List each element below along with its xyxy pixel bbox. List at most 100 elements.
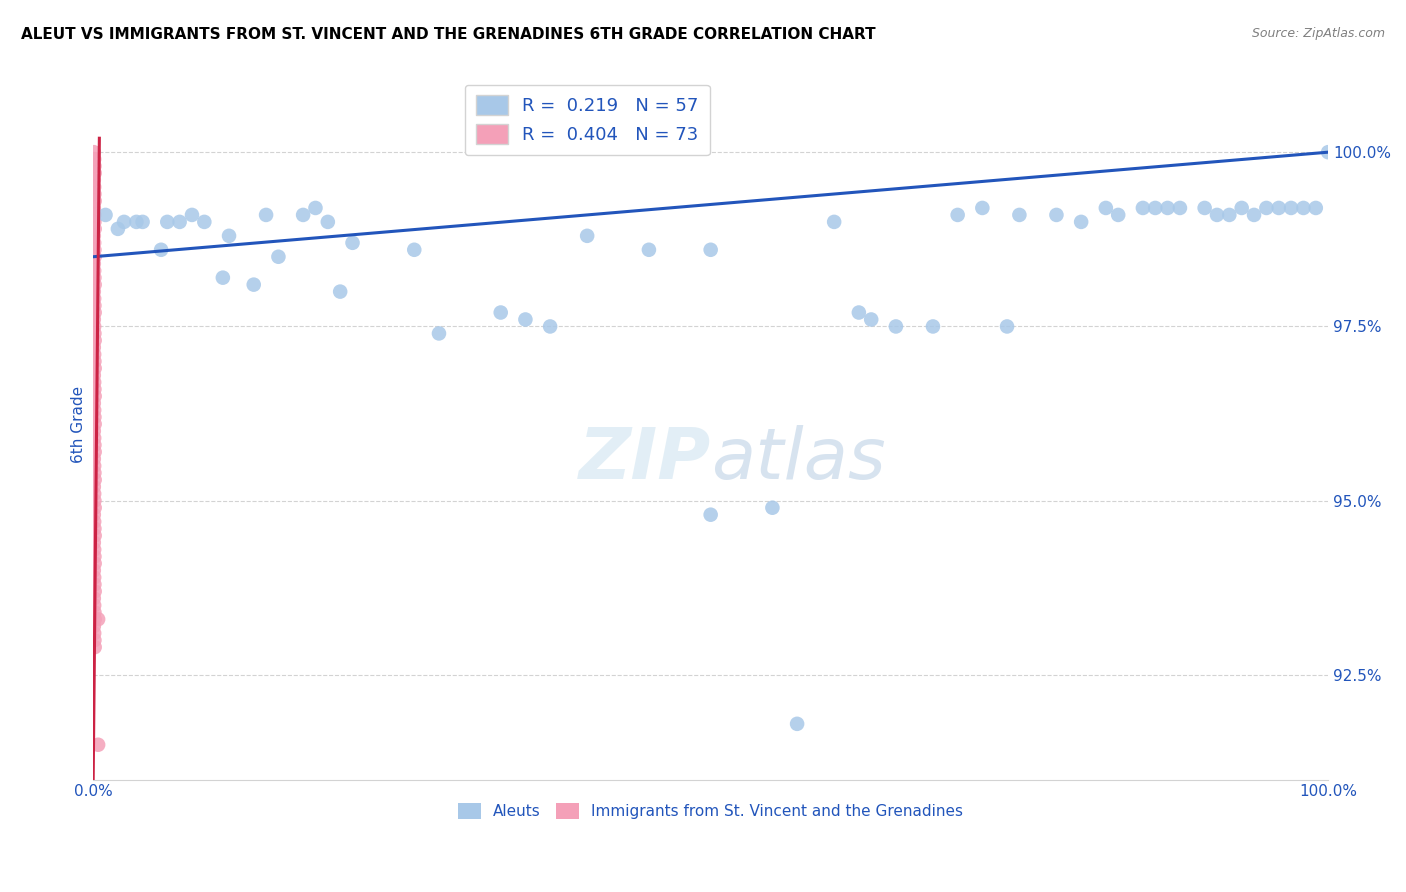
Point — [83, 438, 105, 452]
Point — [83, 326, 105, 341]
Point — [83, 201, 105, 215]
Point — [83, 549, 105, 564]
Text: ALEUT VS IMMIGRANTS FROM ST. VINCENT AND THE GRENADINES 6TH GRADE CORRELATION CH: ALEUT VS IMMIGRANTS FROM ST. VINCENT AND… — [21, 27, 876, 42]
Point — [87, 738, 110, 752]
Point — [83, 577, 105, 591]
Point — [181, 208, 204, 222]
Point — [83, 257, 105, 271]
Point — [212, 270, 235, 285]
Point — [83, 299, 105, 313]
Point — [1243, 208, 1265, 222]
Point — [83, 208, 105, 222]
Text: Source: ZipAtlas.com: Source: ZipAtlas.com — [1251, 27, 1385, 40]
Point — [83, 235, 105, 250]
Point — [576, 228, 599, 243]
Point — [87, 612, 110, 626]
Point — [83, 522, 105, 536]
Point — [83, 173, 105, 187]
Point — [83, 319, 105, 334]
Point — [848, 305, 870, 319]
Point — [860, 312, 883, 326]
Point — [761, 500, 783, 515]
Point — [156, 215, 179, 229]
Point — [169, 215, 191, 229]
Point — [131, 215, 153, 229]
Point — [254, 208, 277, 222]
Point — [1267, 201, 1289, 215]
Point — [83, 312, 105, 326]
Point — [193, 215, 215, 229]
Point — [242, 277, 264, 292]
Point — [83, 403, 105, 417]
Point — [125, 215, 148, 229]
Point — [83, 445, 105, 459]
Point — [83, 382, 105, 396]
Point — [329, 285, 352, 299]
Point — [83, 599, 105, 613]
Point — [1256, 201, 1278, 215]
Point — [83, 487, 105, 501]
Point — [83, 564, 105, 578]
Point — [83, 270, 105, 285]
Text: ZIP: ZIP — [578, 425, 710, 494]
Point — [83, 633, 105, 648]
Point — [83, 180, 105, 194]
Point — [83, 528, 105, 542]
Point — [83, 605, 105, 619]
Point — [83, 159, 105, 173]
Point — [83, 228, 105, 243]
Point — [1317, 145, 1340, 160]
Point — [786, 716, 808, 731]
Point — [1132, 201, 1154, 215]
Point — [1107, 208, 1129, 222]
Point — [489, 305, 512, 319]
Point — [83, 542, 105, 557]
Point — [83, 451, 105, 466]
Point — [83, 243, 105, 257]
Point — [1095, 201, 1118, 215]
Point — [83, 277, 105, 292]
Point — [972, 201, 994, 215]
Point — [538, 319, 561, 334]
Point — [1168, 201, 1191, 215]
Point — [83, 368, 105, 383]
Point — [83, 215, 105, 229]
Legend: Aleuts, Immigrants from St. Vincent and the Grenadines: Aleuts, Immigrants from St. Vincent and … — [451, 797, 969, 825]
Point — [83, 396, 105, 410]
Point — [83, 640, 105, 655]
Point — [83, 186, 105, 201]
Point — [83, 305, 105, 319]
Point — [1230, 201, 1253, 215]
Point — [83, 334, 105, 348]
Point — [83, 480, 105, 494]
Point — [342, 235, 364, 250]
Point — [83, 458, 105, 473]
Point — [150, 243, 173, 257]
Point — [83, 376, 105, 390]
Point — [83, 557, 105, 571]
Point — [83, 417, 105, 431]
Point — [83, 508, 105, 522]
Point — [699, 243, 721, 257]
Point — [83, 500, 105, 515]
Point — [83, 515, 105, 529]
Point — [267, 250, 290, 264]
Point — [1008, 208, 1031, 222]
Point — [83, 584, 105, 599]
Point — [83, 626, 105, 640]
Point — [83, 535, 105, 549]
Point — [83, 166, 105, 180]
Point — [83, 466, 105, 480]
Point — [83, 292, 105, 306]
Point — [1218, 208, 1240, 222]
Point — [1292, 201, 1315, 215]
Point — [83, 354, 105, 368]
Point — [316, 215, 339, 229]
Point — [1070, 215, 1092, 229]
Point — [946, 208, 969, 222]
Text: atlas: atlas — [710, 425, 886, 494]
Point — [922, 319, 945, 334]
Point — [823, 215, 845, 229]
Y-axis label: 6th Grade: 6th Grade — [72, 385, 86, 463]
Point — [83, 410, 105, 425]
